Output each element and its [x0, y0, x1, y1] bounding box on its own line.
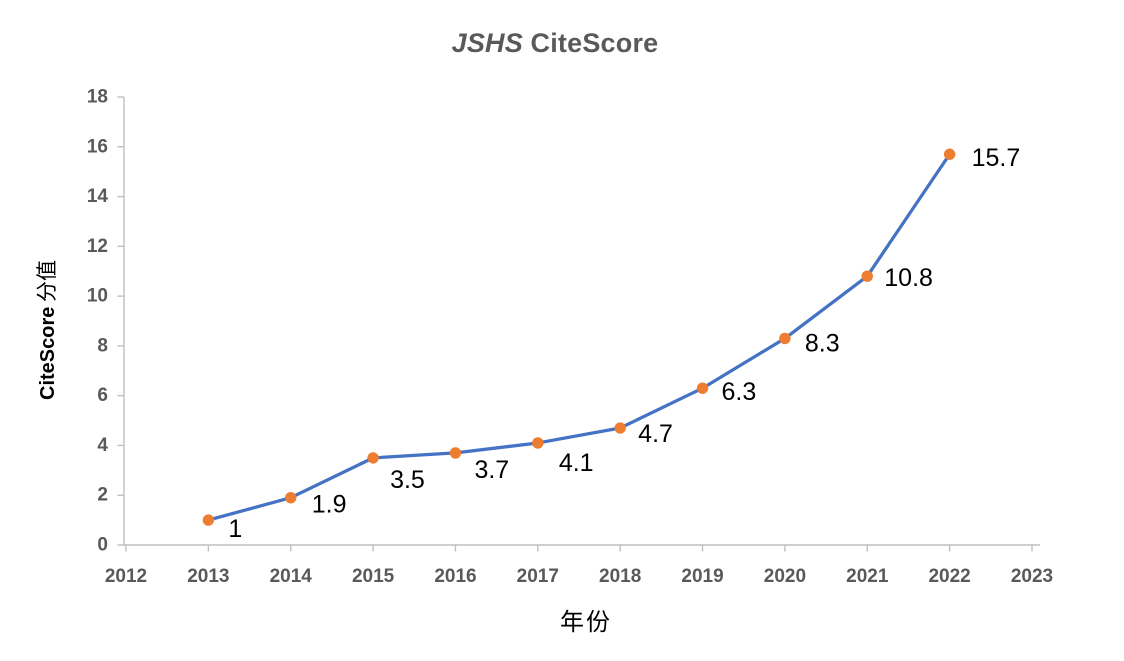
- data-point-label: 10.8: [884, 264, 933, 292]
- data-point-label: 1: [228, 515, 242, 543]
- x-tick-label: 2017: [517, 566, 559, 587]
- data-point-label: 6.3: [722, 378, 757, 406]
- data-point-marker: [367, 452, 379, 464]
- data-point-marker: [449, 447, 462, 459]
- y-tick-label: 2: [97, 485, 108, 506]
- y-tick-label: 6: [97, 385, 108, 406]
- data-point-marker: [779, 332, 791, 345]
- y-tick-label: 4: [97, 435, 108, 456]
- data-point-label: 15.7: [972, 144, 1021, 172]
- data-point-marker: [696, 382, 709, 394]
- chart-title-journal-abbrev: JSHS: [451, 28, 523, 58]
- x-tick-label: 2013: [187, 566, 229, 587]
- x-tick-label: 2015: [352, 566, 395, 587]
- x-tick-label: 2014: [270, 566, 313, 587]
- data-point-label: 8.3: [805, 329, 840, 357]
- data-line: [206, 152, 952, 522]
- chart-title: JSHS CiteScore: [0, 28, 1110, 59]
- x-tick-label: 2019: [681, 566, 723, 587]
- x-axis-title: 年份: [560, 610, 612, 636]
- y-tick-label: 8: [97, 335, 108, 356]
- data-point-label: 3.7: [474, 456, 509, 484]
- data-point-label: 4.1: [559, 449, 594, 477]
- x-tick-label: 2020: [764, 566, 806, 587]
- chart-title-metric: CiteScore: [530, 28, 659, 58]
- x-tick-label: 2012: [105, 566, 147, 587]
- data-point-marker: [285, 492, 297, 504]
- y-tick-label: 18: [87, 87, 108, 108]
- x-tick-label: 2016: [434, 566, 476, 587]
- data-point-label: 4.7: [638, 420, 673, 448]
- data-point-marker: [861, 270, 873, 282]
- x-tick-label: 2021: [846, 566, 889, 587]
- data-point-marker: [532, 437, 544, 449]
- data-point-label: 3.5: [390, 466, 425, 494]
- y-tick-label: 14: [87, 186, 109, 207]
- y-tick-label: 16: [87, 136, 108, 157]
- y-tick-label: 0: [97, 535, 108, 556]
- x-tick-label: 2022: [928, 566, 970, 587]
- x-tick-label: 2018: [599, 566, 641, 587]
- data-point-marker: [943, 148, 956, 160]
- data-point-label: 1.9: [312, 491, 347, 519]
- data-point-marker: [202, 514, 215, 526]
- data-point-marker: [614, 422, 626, 434]
- x-tick-label: 2023: [1011, 566, 1053, 587]
- y-tick-label: 10: [87, 286, 108, 307]
- y-tick-label: 12: [87, 236, 108, 257]
